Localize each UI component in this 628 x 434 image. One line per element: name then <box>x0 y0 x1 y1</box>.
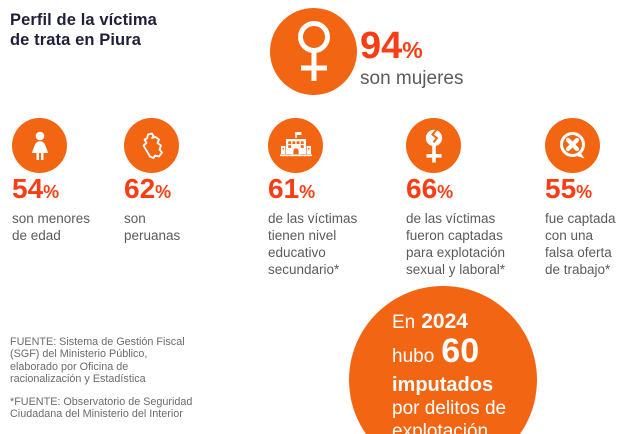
stat-education-circle <box>268 118 323 173</box>
stat-exploitation-value: 66% <box>406 173 454 204</box>
peru-map-icon <box>137 131 167 161</box>
stat-false-offer-circle <box>545 118 600 173</box>
female-icon <box>291 20 337 84</box>
hero-stat: 94% son mujeres <box>360 27 464 90</box>
highlight-count: 60 <box>441 332 480 370</box>
highlight-emphasis: imputados <box>392 374 494 396</box>
highlight-line5: explotación <box>392 421 489 434</box>
stat-education-caption: de las víctimas tienen nivel educativo s… <box>268 211 358 277</box>
sources-footnote: FUENTE: Sistema de Gestión Fiscal (SGF) … <box>10 336 220 430</box>
highlight-circle <box>349 286 537 434</box>
stat-education: 61% de las víctimas tienen nivel educati… <box>268 118 357 278</box>
highlight-year: 2024 <box>421 310 468 333</box>
stat-minors-circle <box>12 118 67 173</box>
school-icon <box>279 131 313 161</box>
false-offer-icon <box>557 130 589 162</box>
child-icon <box>26 131 54 161</box>
stat-education-value: 61% <box>268 173 316 204</box>
stat-peruvian-value: 62% <box>124 173 172 204</box>
stat-minors-value: 54% <box>12 173 60 204</box>
stat-peruvian-caption: son peruanas <box>124 211 181 243</box>
hero-women-circle <box>270 8 357 95</box>
stat-exploitation-caption: de las víctimas fueron captadas para exp… <box>406 211 506 277</box>
stat-minors: 54% son menores de edad <box>12 118 90 244</box>
page-title: Perfil de la víctima de trata en Piura <box>10 10 157 50</box>
stat-peruvian: 62% son peruanas <box>124 118 180 244</box>
stat-false-offer-caption: fue captada con una falsa oferta de trab… <box>545 211 616 277</box>
source-secondary: *FUENTE: Observatorio de Seguridad Ciuda… <box>10 395 193 421</box>
broken-female-icon <box>419 128 449 163</box>
stat-exploitation: 66% de las víctimas fueron captadas para… <box>406 118 505 278</box>
highlight-line4: por delitos de <box>392 398 507 419</box>
stat-exploitation-circle <box>406 118 461 173</box>
page-title-line1: Perfil de la víctima <box>10 11 157 29</box>
page-title-line2: de trata en Piura <box>10 31 141 49</box>
hero-value: 94 <box>360 25 403 67</box>
hero-stat-caption: son mujeres <box>360 68 464 89</box>
source-primary: FUENTE: Sistema de Gestión Fiscal (SGF) … <box>10 336 185 386</box>
hero-stat-value: 94% <box>360 27 464 67</box>
stat-peruvian-circle <box>124 118 179 173</box>
highlight-prefix: En <box>392 312 416 333</box>
stat-false-offer-value: 55% <box>545 173 593 204</box>
stat-minors-caption: son menores de edad <box>12 211 91 243</box>
highlight-statement: En 2024 hubo 60 imputados por delitos de e… <box>392 310 506 434</box>
hero-unit: % <box>402 37 423 63</box>
highlight-verb: hubo <box>392 346 435 367</box>
stat-false-offer: 55% fue captada con una falsa oferta de … <box>545 118 616 278</box>
